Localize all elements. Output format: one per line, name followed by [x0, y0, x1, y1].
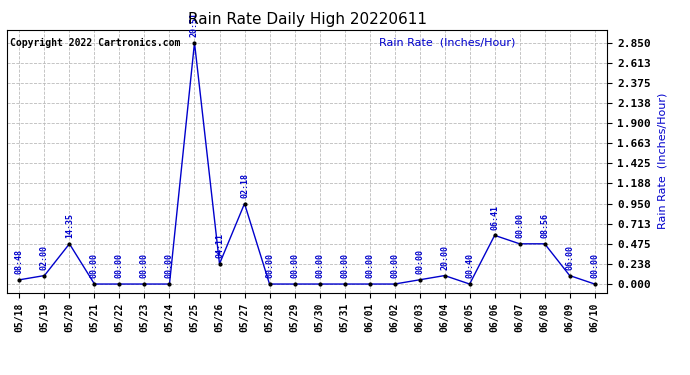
Text: 20:00: 20:00	[440, 245, 449, 270]
Text: 00:40: 00:40	[465, 254, 474, 279]
Title: Rain Rate Daily High 20220611: Rain Rate Daily High 20220611	[188, 12, 426, 27]
Text: 00:00: 00:00	[390, 254, 399, 279]
Text: 00:00: 00:00	[140, 254, 149, 279]
Text: 02:18: 02:18	[240, 173, 249, 198]
Text: 00:00: 00:00	[165, 254, 174, 279]
Text: 04:11: 04:11	[215, 233, 224, 258]
Text: 08:56: 08:56	[540, 213, 549, 238]
Text: Rain Rate  (Inches/Hour): Rain Rate (Inches/Hour)	[379, 38, 515, 48]
Text: 20:51: 20:51	[190, 12, 199, 37]
Text: 00:00: 00:00	[590, 254, 599, 279]
Text: 00:00: 00:00	[265, 254, 274, 279]
Text: 00:00: 00:00	[340, 254, 349, 279]
Y-axis label: Rain Rate  (Inches/Hour): Rain Rate (Inches/Hour)	[658, 93, 668, 230]
Text: 00:00: 00:00	[365, 254, 374, 279]
Text: 00:00: 00:00	[115, 254, 124, 279]
Text: 00:00: 00:00	[90, 254, 99, 279]
Text: 00:00: 00:00	[515, 213, 524, 238]
Text: 06:00: 06:00	[565, 245, 574, 270]
Text: 02:00: 02:00	[40, 245, 49, 270]
Text: 14:35: 14:35	[65, 213, 74, 238]
Text: 00:00: 00:00	[290, 254, 299, 279]
Text: 00:00: 00:00	[415, 249, 424, 274]
Text: 08:48: 08:48	[15, 249, 24, 274]
Text: 00:00: 00:00	[315, 254, 324, 279]
Text: 06:41: 06:41	[490, 205, 499, 230]
Text: Copyright 2022 Cartronics.com: Copyright 2022 Cartronics.com	[10, 38, 180, 48]
